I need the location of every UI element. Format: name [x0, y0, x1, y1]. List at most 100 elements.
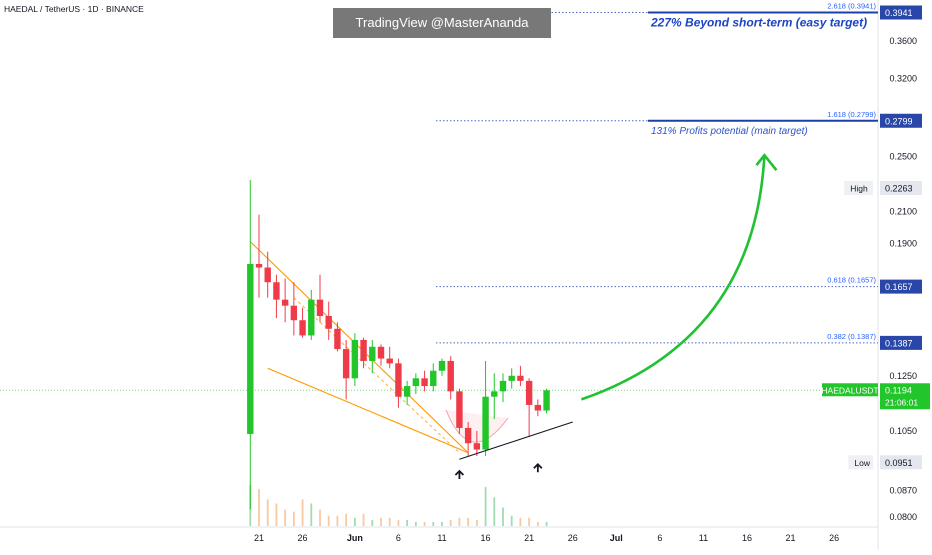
- candle-body: [421, 378, 428, 387]
- x-tick-label: 26: [298, 533, 308, 543]
- candle-body: [395, 363, 402, 397]
- volume-bar: [406, 519, 409, 526]
- volume-bar: [319, 509, 321, 526]
- candle-body: [543, 390, 550, 411]
- fib-price-tag: 0.2799: [880, 113, 922, 128]
- y-tick-label: 0.3600: [889, 36, 917, 46]
- extreme-label: Low: [854, 458, 870, 468]
- candle: [525, 378, 533, 438]
- extreme-label-bg: [844, 181, 873, 196]
- current-price-tag: HAEDALUSDT 0.1194 21:06:01: [821, 383, 930, 410]
- x-tick-label: 11: [699, 533, 708, 543]
- candle: [264, 251, 271, 298]
- support-trend-line: [459, 421, 573, 460]
- volume-bar: [458, 517, 461, 526]
- candle: [464, 422, 472, 457]
- candle-body: [325, 315, 332, 329]
- candle: [377, 344, 385, 366]
- x-tick-label: 11: [437, 533, 446, 543]
- volume-bar: [449, 519, 452, 526]
- candle-body: [534, 404, 542, 411]
- up-arrow-icon: [454, 469, 465, 480]
- candle: [517, 365, 524, 387]
- fib-price-tag-text: 0.2799: [885, 116, 913, 126]
- x-tick-label: 21: [524, 533, 534, 543]
- candle-body: [255, 263, 263, 268]
- volume-bar: [371, 519, 374, 526]
- x-tick-label: 26: [829, 533, 839, 543]
- y-tick-label: 0.1900: [889, 238, 917, 248]
- projection-arrow: [580, 155, 766, 401]
- candle-body: [491, 391, 498, 397]
- candle-body: [299, 320, 306, 336]
- extreme-price-tag-bg: [880, 455, 922, 470]
- candle: [412, 373, 420, 395]
- extreme-label-bg: [848, 455, 873, 470]
- current-price-value: 0.1194: [885, 385, 912, 395]
- fib-price-tag-bg: [880, 335, 922, 350]
- candle: [499, 373, 507, 403]
- current-countdown: 21:06:01: [885, 397, 918, 407]
- candle: [255, 214, 263, 298]
- candle: [421, 370, 428, 392]
- candle: [543, 388, 550, 414]
- candle: [281, 278, 289, 323]
- candle: [316, 274, 324, 323]
- volume-bar: [258, 489, 260, 526]
- volume-bar: [545, 521, 548, 526]
- fib-price-tag: 0.3941: [880, 5, 922, 20]
- candle-body: [430, 370, 437, 387]
- extreme-price-tag-text: 0.2263: [885, 184, 913, 194]
- volume-bar: [502, 507, 504, 526]
- candle-body: [264, 267, 271, 283]
- fib-level-label: 1.618 (0.2799): [827, 110, 876, 119]
- candle-body: [369, 346, 376, 361]
- candle-body: [273, 282, 280, 300]
- candle: [308, 289, 315, 340]
- y-tick-label: 0.2100: [889, 207, 917, 217]
- candle: [456, 388, 463, 434]
- volume-bar: [441, 521, 443, 526]
- x-tick-label: 21: [786, 533, 796, 543]
- projection-arrowhead: [755, 153, 778, 172]
- candle: [290, 282, 298, 336]
- candle-body: [386, 358, 393, 364]
- fib-price-tag-text: 0.1657: [885, 282, 913, 292]
- x-tick-label: 6: [396, 533, 401, 543]
- fib-target-annotation: 227% Beyond short-term (easy target): [650, 16, 867, 30]
- volume-bar: [345, 513, 348, 526]
- volume-bar: [484, 487, 487, 526]
- candle-body: [499, 380, 507, 392]
- candle-body: [351, 339, 359, 379]
- candle: [438, 358, 446, 376]
- extreme-price-tag: 0.2263: [880, 181, 922, 196]
- volume-bar: [266, 499, 269, 526]
- volume-bar: [292, 511, 295, 526]
- x-tick-label: 6: [657, 533, 662, 543]
- candle: [247, 180, 254, 510]
- extreme-price-tag: 0.0951: [880, 455, 922, 470]
- volume-bar: [519, 517, 522, 526]
- wedge-mid-dashed-line: [293, 297, 460, 454]
- volume-bar: [475, 519, 478, 526]
- candle: [334, 322, 341, 352]
- volume-bar: [284, 509, 287, 526]
- volume-bar: [388, 517, 391, 526]
- fib-price-tag-bg: [880, 113, 922, 128]
- candle: [430, 363, 437, 392]
- wedge-upper-line: [249, 241, 469, 454]
- x-tick-label: 26: [568, 533, 578, 543]
- candle-body: [525, 380, 533, 405]
- candle-body: [316, 299, 324, 316]
- volume-bar: [310, 503, 313, 526]
- y-tick-label: 0.0870: [889, 485, 917, 495]
- candle-body: [482, 396, 489, 450]
- extreme-price-tag-text: 0.0951: [885, 458, 913, 468]
- fib-price-tag: 0.1387: [880, 335, 922, 350]
- volume-bar: [301, 499, 304, 526]
- candle-body: [464, 427, 472, 444]
- candle-body: [342, 349, 350, 379]
- candle-body: [308, 299, 315, 336]
